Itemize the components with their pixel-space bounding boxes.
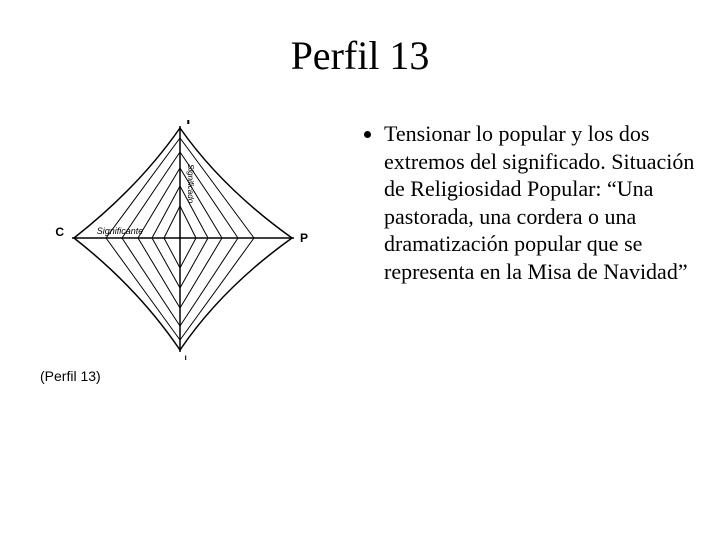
svg-text:I: I <box>184 353 187 360</box>
slide: Perfil 13 T I C P Significante Significado (P… <box>0 0 720 540</box>
svg-text:Significado: Significado <box>186 164 195 204</box>
svg-text:C: C <box>55 225 64 239</box>
slide-title: Perfil 13 <box>0 32 720 79</box>
svg-text:Significante: Significante <box>97 226 144 236</box>
text-column: Tensionar lo popular y los dos extremos … <box>360 120 720 384</box>
svg-text:P: P <box>300 231 308 245</box>
bullet-item: Tensionar lo popular y los dos extremos … <box>384 120 700 285</box>
content-row: TICPSignificanteSignificado (Perfil 13) … <box>0 120 720 384</box>
bullet-list: Tensionar lo popular y los dos extremos … <box>360 120 700 285</box>
profile-diagram: T I C P Significante Significado <box>50 120 310 360</box>
diagram-caption: (Perfil 13) <box>40 368 101 384</box>
svg-text:T: T <box>184 120 193 127</box>
diagram-column: T I C P Significante Significado (Perfil 13) <box>0 120 360 384</box>
